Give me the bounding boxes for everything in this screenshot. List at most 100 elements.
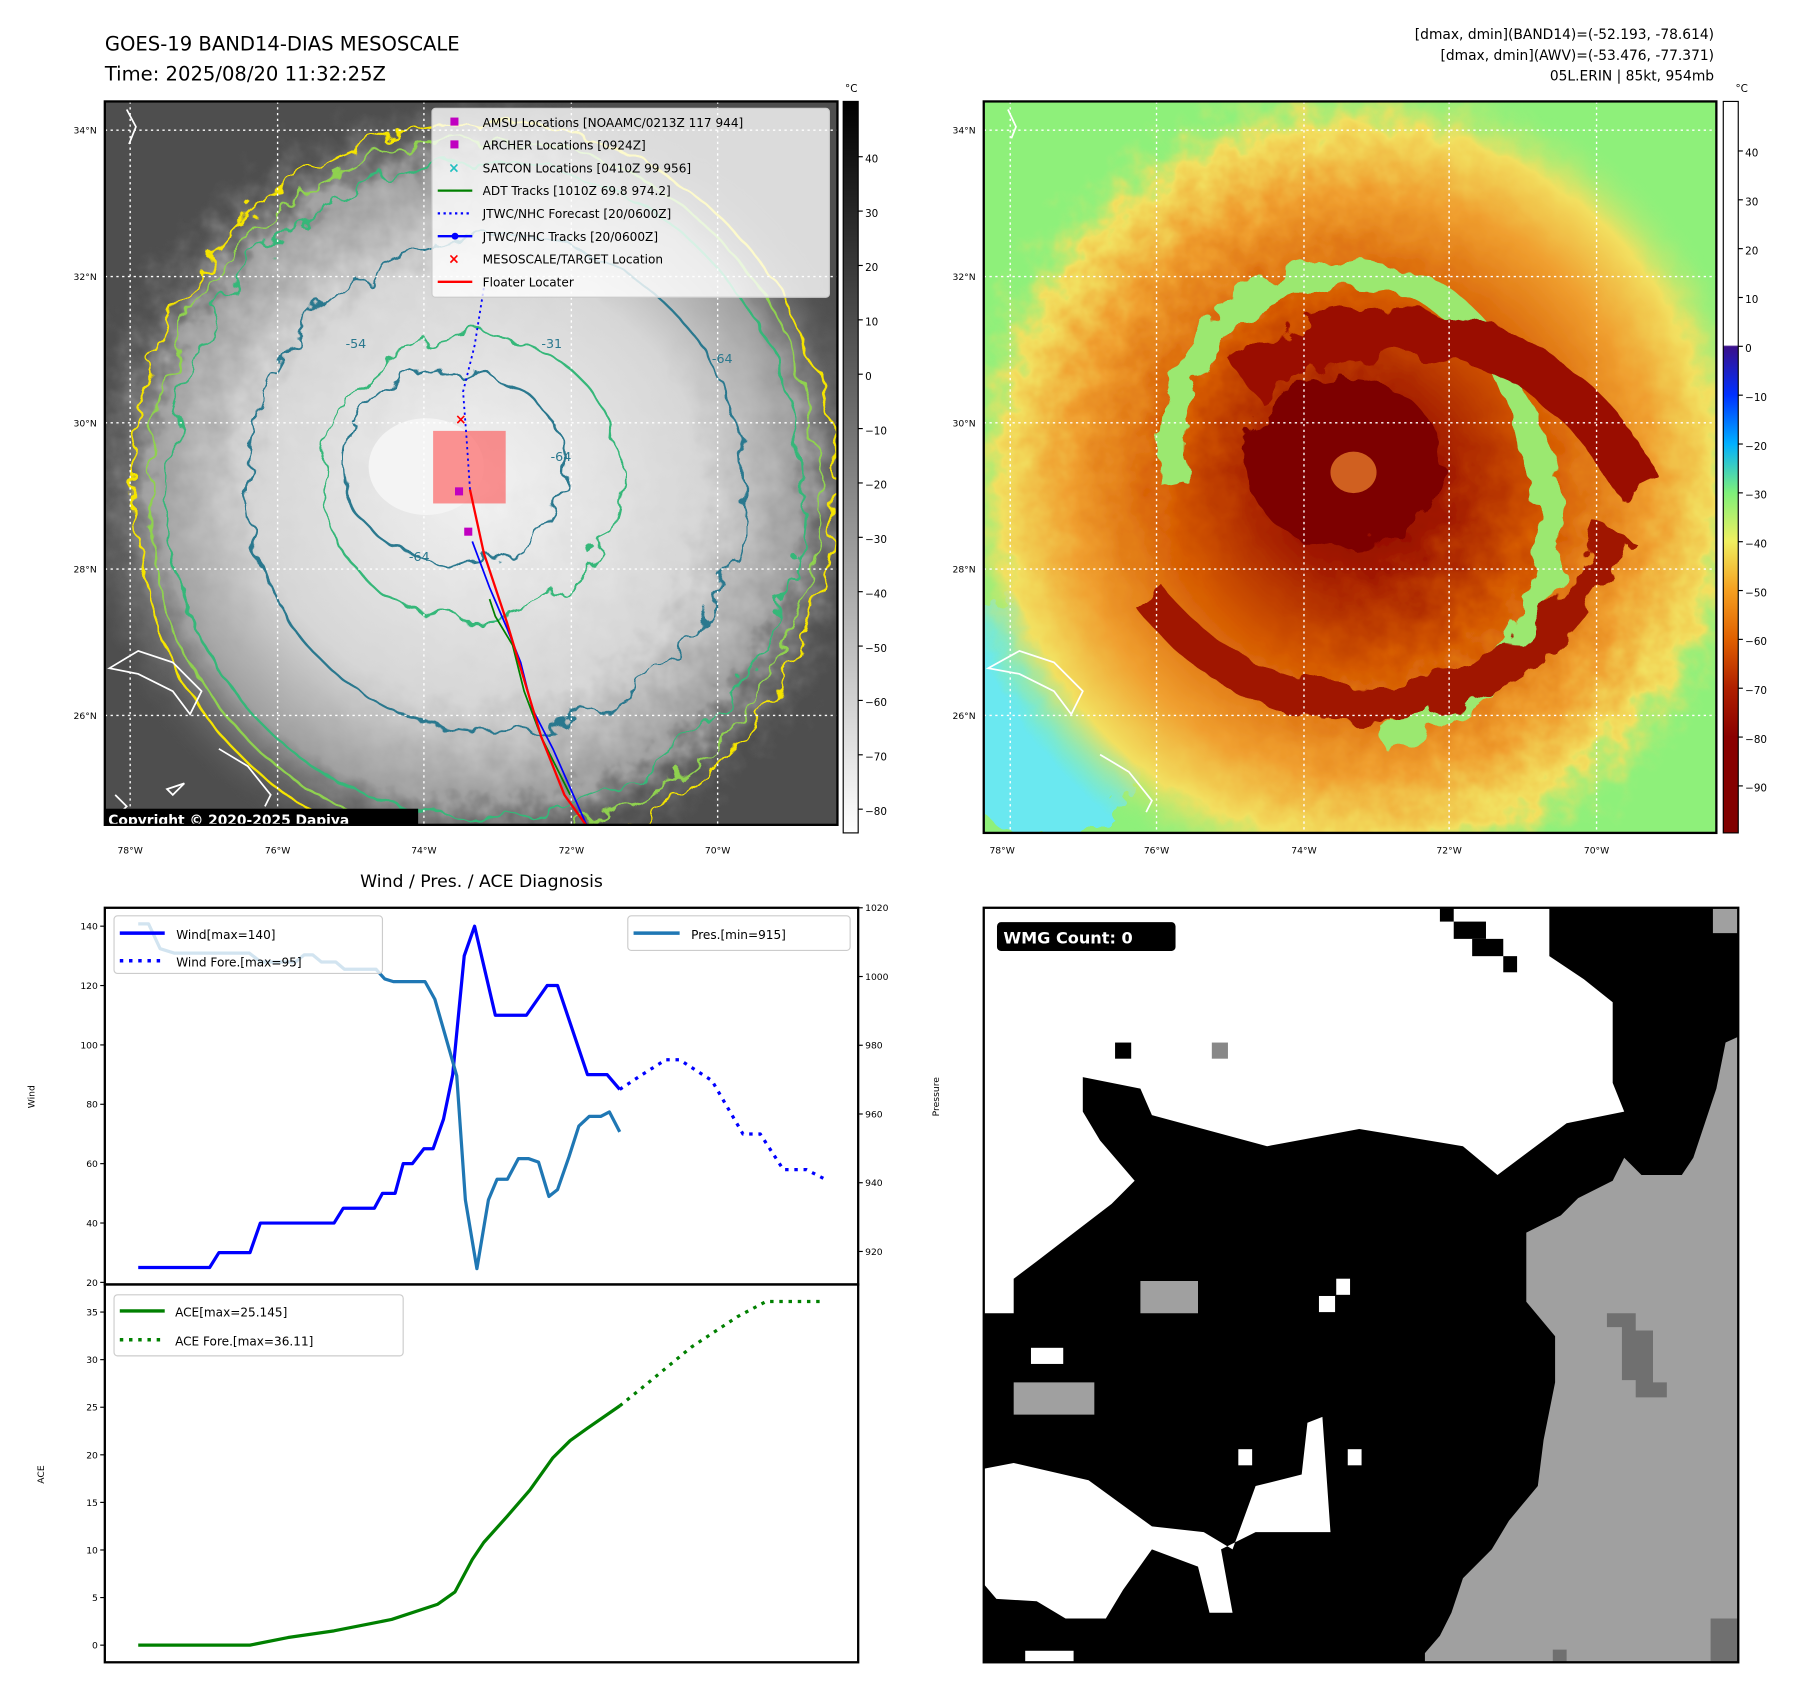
y-tick-label: 25	[86, 1403, 98, 1414]
ace-legend-box	[113, 1294, 404, 1357]
svg-text:-64: -64	[712, 351, 733, 366]
legend-label: Pres.[min=915]	[691, 928, 786, 942]
pressure-legend-box	[627, 915, 851, 951]
legend-label: ACE Fore.[max=36.11]	[175, 1335, 313, 1349]
legend-label: ACE[max=25.145]	[175, 1306, 287, 1320]
y-tick-label: 100	[80, 1040, 98, 1051]
map1-lat-label: 30°N	[74, 418, 97, 429]
y-tick-label: 35	[86, 1308, 98, 1319]
map1-frame	[103, 100, 839, 826]
coastlines	[107, 109, 272, 821]
legend-label: AMSU Locations [NOAAMC/0213Z 117 944]	[483, 116, 744, 130]
map1-lat-label: 26°N	[74, 711, 97, 722]
map2-lon-label: 76°W	[1144, 846, 1169, 857]
series-line-wind	[138, 924, 621, 1270]
colorbar-grayscale: °C 40 30 20 10 0 −10 −20 −30 −40 −50 −60 −70 −80	[842, 83, 887, 834]
map1-lat-label: 34°N	[74, 126, 97, 137]
y-right-tick-label: 940	[865, 1178, 883, 1189]
nhc-track	[471, 541, 588, 825]
legend-label: Wind Fore.[max=95]	[176, 956, 301, 970]
coastlines-2	[985, 109, 1153, 813]
map2-lat-label: 26°N	[952, 711, 975, 722]
colorbar-tick-label: 40	[1745, 148, 1758, 160]
amsu-marker-icon	[464, 527, 473, 536]
map1-lon-label: 70°W	[705, 846, 730, 857]
figure-title: GOES-19 BAND14-DIAS MESOSCALE	[105, 33, 460, 56]
legend-dot-icon	[451, 232, 459, 240]
map2-lat-label: 30°N	[952, 418, 975, 429]
y-tick-label: 15	[86, 1498, 98, 1509]
figure-time: Time: 2025/08/20 11:32:25Z	[104, 63, 386, 86]
map1-lon-label: 78°W	[117, 846, 142, 857]
y-axis-label: Wind	[27, 1085, 38, 1108]
series-line-ace	[138, 1404, 621, 1647]
colorbar-tick-label: 0	[865, 371, 872, 383]
map2-lon-label: 70°W	[1584, 846, 1609, 857]
y-right-tick-label: 1020	[865, 903, 889, 914]
y-tick-label: 5	[92, 1593, 98, 1604]
svg-text:-64: -64	[409, 549, 430, 564]
legend-label: Floater Locater	[483, 275, 574, 289]
y-tick-label: 30	[86, 1355, 98, 1366]
map1-lat-label: 28°N	[74, 565, 97, 576]
wind-pressure-chart: 20 40 60 80 100 120 140 920 940 960 980 1000 1020 Win…	[27, 903, 942, 1289]
y-right-tick-label: 960	[865, 1109, 883, 1120]
legend-label: JTWC/NHC Forecast [20/0600Z]	[482, 207, 672, 221]
storm-info: 05L.ERIN | 85kt, 954mb	[1550, 69, 1714, 85]
series-line-ace-fore-	[618, 1299, 824, 1408]
svg-text:°C: °C	[1735, 83, 1747, 95]
floater-track	[468, 489, 588, 825]
series-line-wind-fore-	[618, 1058, 825, 1180]
legend-label: ARCHER Locations [0924Z]	[483, 139, 646, 153]
legend-label: SATCON Locations [0410Z 99 956]	[483, 161, 691, 175]
colorbar-tick-label: −60	[1745, 636, 1767, 648]
colorbar-tick-label: −40	[1745, 538, 1767, 550]
colorbar-tick-label: −30	[865, 534, 887, 546]
colorbar-tick-label: −20	[1745, 441, 1767, 453]
colorbar-tick-label: 40	[865, 153, 878, 165]
legend-label: Wind[max=140]	[176, 928, 275, 942]
map1-lon-label: 74°W	[411, 846, 436, 857]
colorbar-tick-label: 20	[1745, 245, 1758, 257]
map1-lon-label: 72°W	[559, 846, 584, 857]
colorbar-tick-label: −60	[865, 697, 887, 709]
wmg-count-label: WMG Count: 0	[1003, 928, 1132, 947]
chart-title: Wind / Pres. / ACE Diagnosis	[360, 872, 603, 892]
legend-x-icon: ×	[448, 160, 460, 176]
y-tick-label: 140	[80, 922, 98, 933]
y-right-tick-label: 1000	[865, 972, 889, 983]
svg-text:-64: -64	[551, 449, 572, 464]
map2-lon-label: 72°W	[1436, 846, 1461, 857]
y-tick-label: 10	[86, 1545, 98, 1556]
colorbar-tick-label: −50	[865, 643, 887, 655]
stats-band14: [dmax, dmin](BAND14)=(-52.193, -78.614)	[1415, 27, 1714, 43]
colorbar-tick-label: −80	[1745, 734, 1767, 746]
copyright-text: Copyright © 2020-2025 Dapiya	[108, 813, 349, 829]
y-right-tick-label: 980	[865, 1041, 883, 1052]
colorbar-tick-label: −40	[865, 588, 887, 600]
archer-marker-icon	[455, 487, 464, 496]
mesoscale-box	[433, 430, 506, 504]
target-marker-icon: ×	[455, 412, 467, 428]
legend-square-icon	[450, 117, 459, 126]
y-tick-label: 80	[86, 1100, 98, 1111]
contour-labels: -64 -31 -54 -64 -64	[346, 336, 733, 564]
map1-lat-label: 32°N	[74, 272, 97, 283]
colorbar-tick-label: −10	[1745, 392, 1767, 404]
wind-legend-box	[113, 915, 384, 975]
ace-chart: 0 5 10 15 20 25 30 35 ACE ACE[max=25.145] ACE Fore…	[36, 1283, 860, 1664]
colorbar-tick-label: −20	[865, 480, 887, 492]
map2-frame	[982, 100, 1718, 835]
colorbar-tick-label: 30	[865, 208, 878, 220]
colorbar-tick-label: 20	[865, 262, 878, 274]
forecast-track	[462, 287, 485, 490]
legend-label: ADT Tracks [1010Z 69.8 974.2]	[483, 184, 671, 198]
colorbar-tick-label: 0	[1745, 343, 1752, 355]
colorbar-tick-label: −80	[865, 806, 887, 818]
stats-awv: [dmax, dmin](AWV)=(-53.476, -77.371)	[1440, 48, 1714, 64]
wmg-panel: WMG Count: 0	[982, 906, 1740, 1664]
svg-text:-31: -31	[541, 336, 562, 351]
svg-text:-54: -54	[346, 336, 367, 351]
colorbar-tick-label: 10	[1745, 294, 1758, 306]
